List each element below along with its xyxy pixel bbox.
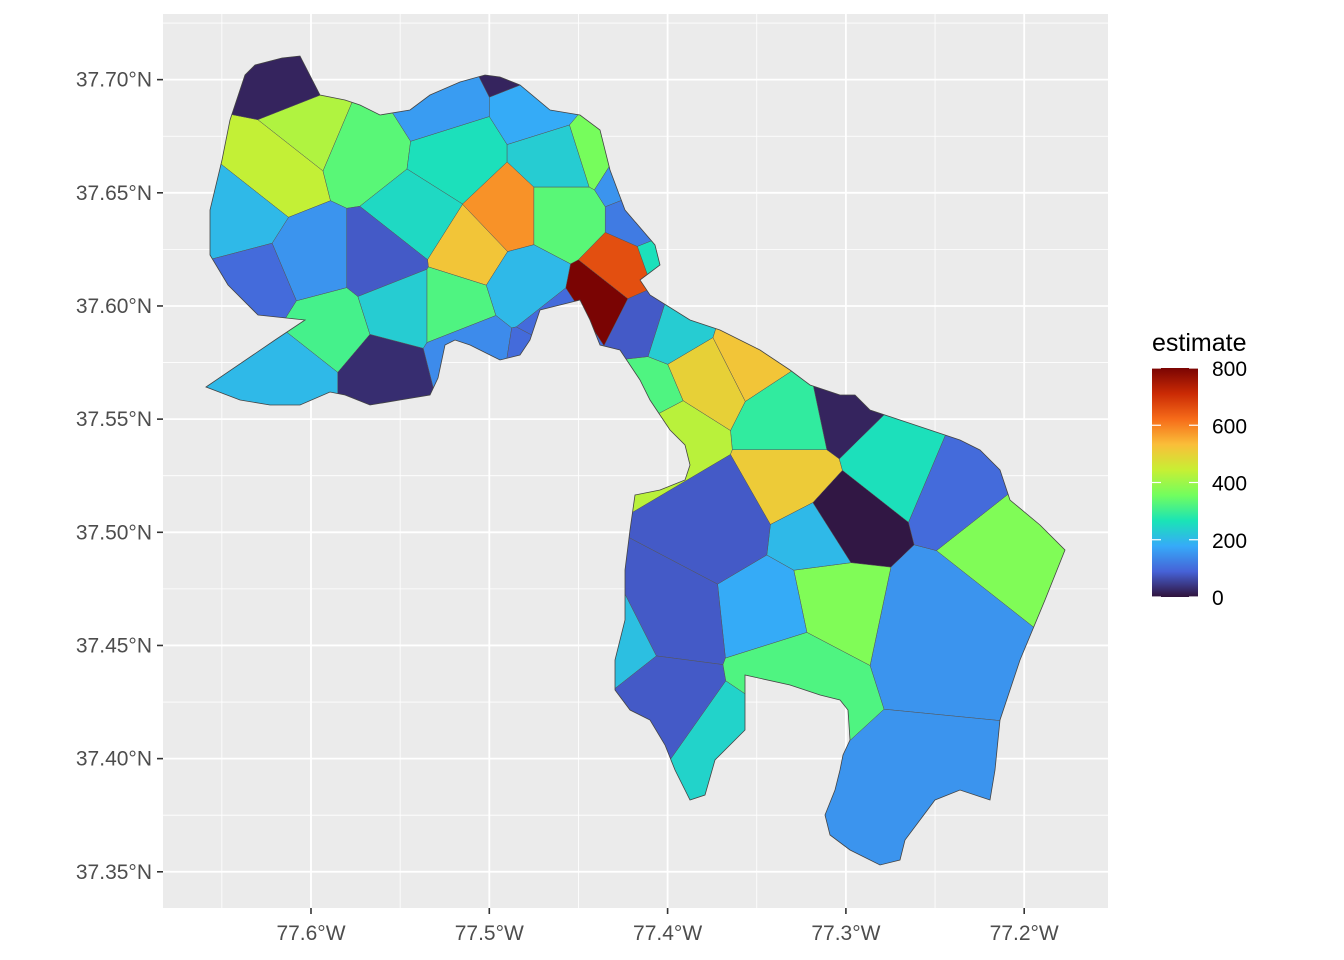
legend-ticks: 0 200 400 600 800 [1152,358,1247,610]
legend-tick-label: 600 [1212,415,1247,438]
legend-tick-label: 800 [1212,358,1247,381]
legend: estimate 0 200 400 600 800 [1152,329,1247,610]
x-tick-label: 77.5°W [455,922,524,945]
y-tick-label: 37.35°N [76,861,152,884]
map-region [766,502,852,571]
legend-tick-label: 200 [1212,530,1247,553]
x-tick-label: 77.2°W [990,922,1059,945]
x-tick-label: 77.3°W [811,922,880,945]
legend-tick-label: 0 [1212,587,1224,610]
map-region [533,186,606,265]
y-tick-label: 37.45°N [76,634,152,657]
legend-title: estimate [1152,329,1246,357]
legend-tick-label: 400 [1212,473,1247,496]
y-tick-label: 37.65°N [76,182,152,205]
y-tick-label: 37.40°N [76,748,152,771]
x-tick-label: 77.4°W [633,922,702,945]
x-axis: 77.6°W 77.5°W 77.4°W 77.3°W 77.2°W [276,908,1059,945]
y-tick-label: 37.50°N [76,521,152,544]
y-tick-label: 37.55°N [76,408,152,431]
y-tick-label: 37.60°N [76,295,152,318]
y-tick-label: 37.70°N [76,69,152,92]
y-axis: 37.70°N 37.65°N 37.60°N 37.55°N 37.50°N 37.45… [76,69,163,884]
x-tick-label: 77.6°W [276,922,345,945]
